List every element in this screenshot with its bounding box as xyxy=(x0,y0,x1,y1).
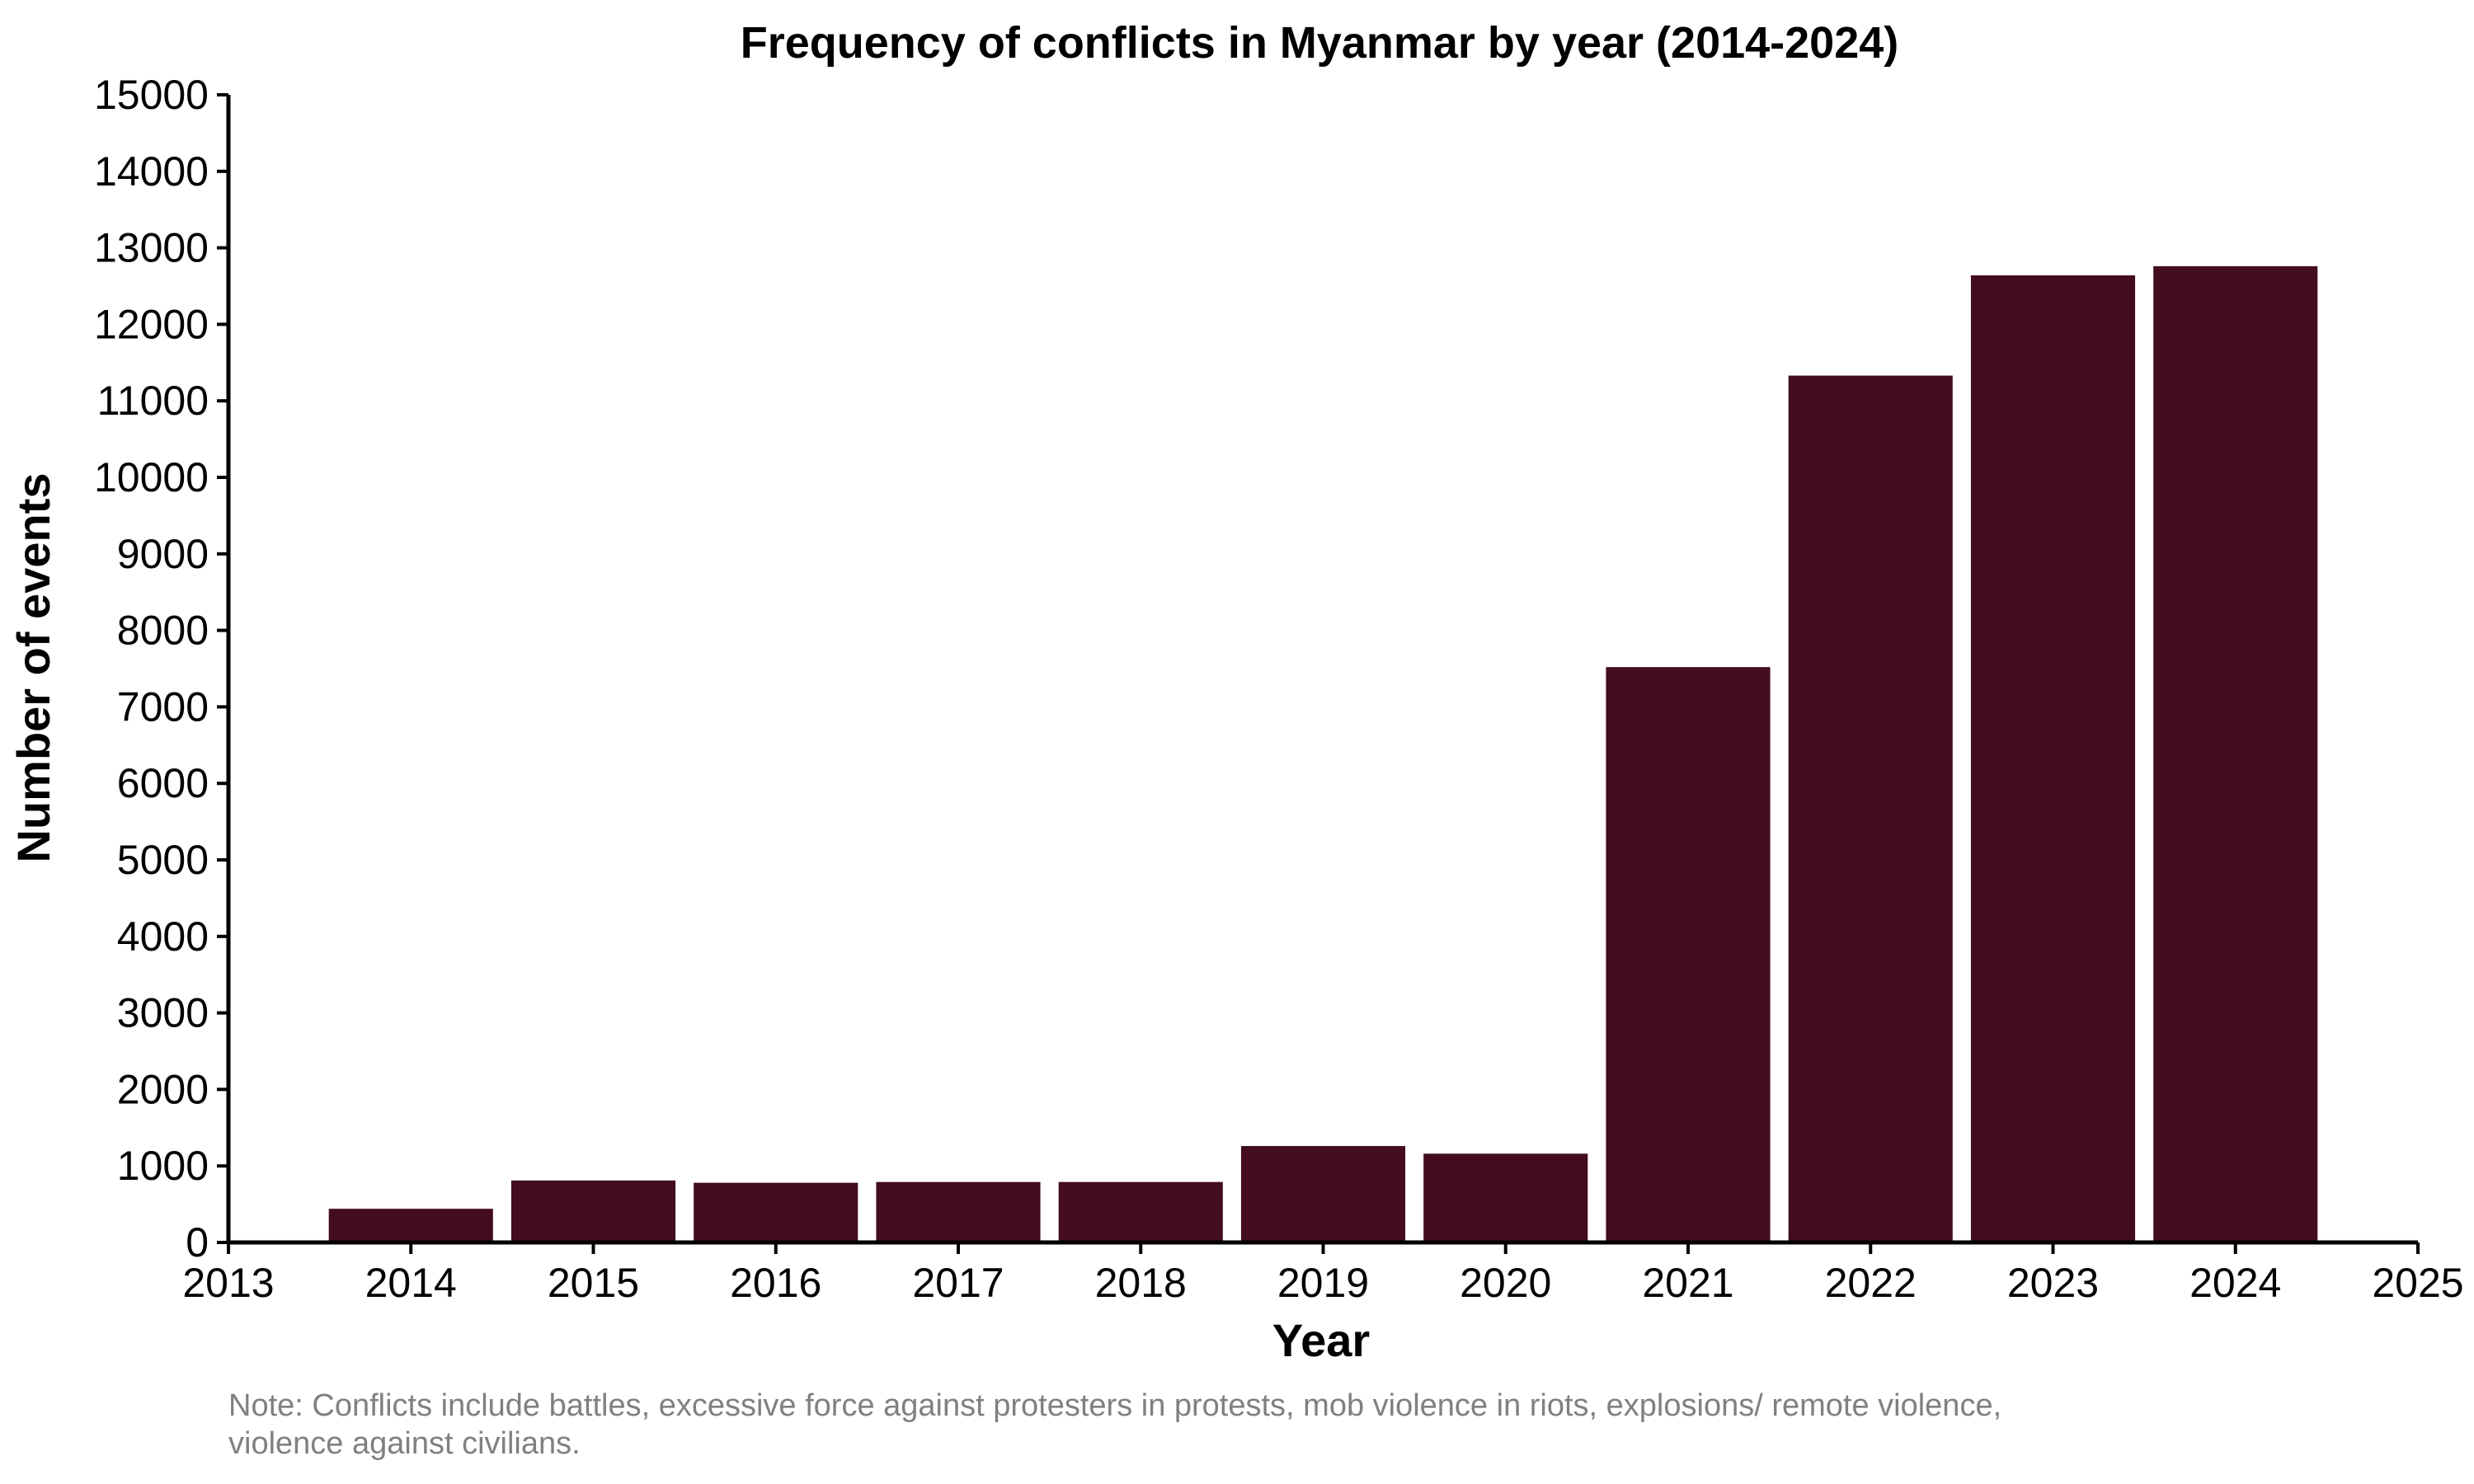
y-tick-label: 7000 xyxy=(117,683,209,730)
y-axis-label: Number of events xyxy=(7,473,59,863)
bar-2014 xyxy=(328,1209,493,1242)
bar-2015 xyxy=(510,1180,676,1242)
y-tick-label: 15000 xyxy=(94,72,209,118)
y-tick-label: 8000 xyxy=(117,608,209,654)
x-axis-label: Year xyxy=(1272,1314,1370,1366)
bar-2020 xyxy=(1423,1153,1588,1242)
y-tick-label: 12000 xyxy=(94,301,209,347)
x-tick-label: 2013 xyxy=(182,1260,274,1306)
y-tick-label: 3000 xyxy=(117,990,209,1036)
y-tick-label: 11000 xyxy=(97,378,209,424)
bar-2016 xyxy=(694,1182,858,1242)
x-tick-label: 2021 xyxy=(1642,1260,1733,1306)
y-tick-label: 4000 xyxy=(117,913,209,960)
x-tick-label: 2019 xyxy=(1277,1260,1369,1306)
x-tick-label: 2017 xyxy=(912,1260,1004,1306)
note-line-1: Note: Conflicts include battles, excessi… xyxy=(228,1388,2001,1423)
x-tick-label: 2022 xyxy=(1825,1260,1917,1306)
y-tick-label: 10000 xyxy=(94,454,209,500)
y-tick-label: 6000 xyxy=(117,760,209,806)
x-tick-label: 2018 xyxy=(1095,1260,1187,1306)
y-tick-label: 0 xyxy=(186,1219,209,1266)
x-tick-label: 2020 xyxy=(1460,1260,1551,1306)
y-tick-label: 13000 xyxy=(94,225,209,271)
bar-2022 xyxy=(1788,375,1953,1243)
y-tick-label: 14000 xyxy=(94,148,209,195)
y-tick-label: 5000 xyxy=(117,837,209,883)
y-tick-label: 9000 xyxy=(117,531,209,577)
bar-2021 xyxy=(1606,667,1771,1242)
x-tick-label: 2025 xyxy=(2372,1260,2463,1306)
bar-2019 xyxy=(1240,1146,1406,1242)
y-axis-ticks: 0 1000 2000 3000 4000 5000 6000 7000 8000 9000 100… xyxy=(94,72,228,1266)
x-tick-label: 2023 xyxy=(2007,1260,2099,1306)
y-tick-label: 1000 xyxy=(117,1143,209,1189)
x-tick-label: 2014 xyxy=(365,1260,457,1306)
bar-2017 xyxy=(876,1181,1041,1242)
x-tick-label: 2015 xyxy=(548,1260,639,1306)
x-axis-ticks: 2013 2014 2015 2016 2017 2018 2019 2020 2021 2022… xyxy=(182,1242,2464,1306)
note-line-2: violence against civilians. xyxy=(228,1426,581,1461)
y-tick-label: 2000 xyxy=(117,1066,209,1112)
x-tick-label: 2016 xyxy=(730,1260,821,1306)
x-tick-label: 2024 xyxy=(2189,1260,2281,1306)
chart-title: Frequency of conflicts in Myanmar by yea… xyxy=(741,18,1899,68)
bar-2024 xyxy=(2153,265,2318,1242)
bar-2018 xyxy=(1058,1181,1223,1242)
bars-group xyxy=(328,265,2318,1243)
bar-2023 xyxy=(1970,275,2136,1242)
